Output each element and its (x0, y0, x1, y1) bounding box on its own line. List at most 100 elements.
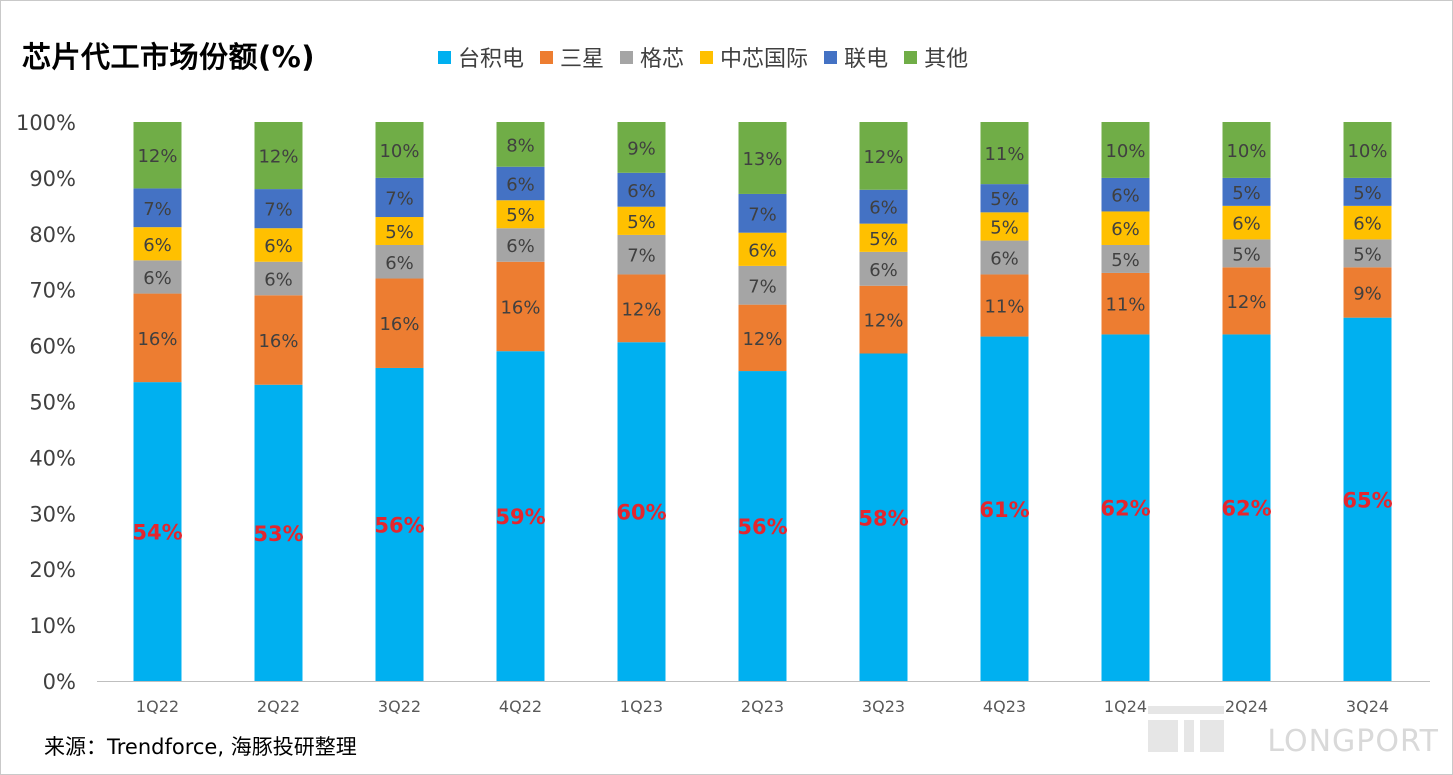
bar-segment (1343, 177, 1392, 206)
data-label: 65% (1342, 488, 1392, 512)
bar-segment (1101, 272, 1150, 335)
data-label: 8% (506, 135, 535, 156)
x-tick-label: 4Q22 (499, 697, 542, 716)
x-tick-label: 3Q22 (378, 697, 421, 716)
data-label: 5% (385, 222, 414, 243)
bar-segment (617, 172, 666, 207)
data-label: 6% (506, 174, 535, 195)
data-label: 12% (863, 147, 903, 168)
legend-swatch (700, 50, 714, 64)
data-label: 7% (264, 200, 293, 221)
data-label: 16% (137, 329, 177, 350)
bar-segment (859, 122, 908, 190)
data-label: 16% (500, 297, 540, 318)
y-tick-label: 90% (29, 167, 76, 191)
data-label: 13% (742, 149, 782, 170)
data-label: 6% (264, 236, 293, 257)
x-tick-label: 3Q24 (1346, 697, 1389, 716)
x-tick-label: 1Q24 (1104, 697, 1147, 716)
y-tick-label: 10% (29, 614, 76, 638)
bar-segment (375, 217, 424, 245)
data-label: 5% (1232, 183, 1261, 204)
data-label: 5% (869, 229, 898, 250)
bar-segment (133, 122, 182, 189)
data-label: 5% (990, 217, 1019, 238)
bar-segment (496, 200, 545, 229)
bar-segment (859, 251, 908, 286)
legend-label: 格芯 (640, 47, 685, 72)
data-label: 12% (621, 299, 661, 320)
bar-segment (738, 193, 787, 233)
bar-segment (375, 122, 424, 178)
data-label: 10% (1226, 141, 1266, 162)
data-label: 10% (379, 141, 419, 162)
data-label: 6% (869, 198, 898, 219)
bar-segment (1222, 122, 1271, 178)
bar-segment (496, 122, 545, 167)
y-tick-label: 70% (29, 279, 76, 303)
legend-item: 中芯国际 (700, 41, 808, 73)
bar-segment (859, 189, 908, 224)
data-label: 12% (258, 147, 298, 168)
bar-segment (738, 232, 787, 266)
data-label: 60% (616, 501, 666, 525)
data-label: 6% (143, 268, 172, 289)
y-tick-label: 0% (43, 670, 76, 694)
data-label: 5% (990, 189, 1019, 210)
bar-segment (254, 189, 303, 229)
y-tick-label: 80% (29, 223, 76, 247)
data-label: 7% (748, 276, 777, 297)
data-label: 6% (143, 235, 172, 256)
legend-swatch (540, 50, 554, 64)
data-label: 9% (1353, 283, 1382, 304)
legend-swatch (438, 50, 451, 64)
bar-segment (254, 295, 303, 385)
x-tick-label: 2Q24 (1225, 697, 1268, 716)
bar-segment (738, 371, 787, 681)
bar-segment (1222, 267, 1271, 335)
data-label: 6% (748, 240, 777, 261)
bar-segment (1343, 205, 1392, 240)
bar-segment (859, 353, 908, 681)
data-label: 12% (742, 329, 782, 350)
legend-label: 其他 (924, 47, 969, 72)
bar-segment (1101, 177, 1150, 212)
x-tick-label: 2Q22 (257, 697, 300, 716)
bar-segment (133, 227, 182, 261)
bar-segment (980, 184, 1029, 213)
bar-segment (1222, 177, 1271, 206)
data-label: 9% (627, 138, 656, 159)
legend-item: 台积电 (438, 41, 524, 73)
bar-segment (133, 188, 182, 228)
legend-item: 其他 (904, 41, 968, 73)
bar-segment (375, 244, 424, 279)
bar-segment (133, 293, 182, 383)
data-label: 16% (258, 331, 298, 352)
bar-segment (133, 382, 182, 681)
bar-segment (254, 122, 303, 190)
data-label: 11% (984, 144, 1024, 165)
bar-segment (1101, 211, 1150, 245)
data-label: 6% (627, 181, 656, 202)
bar-segment (254, 261, 303, 296)
data-label: 5% (627, 212, 656, 233)
legend-item: 三星 (540, 41, 604, 73)
x-tick-label: 1Q22 (136, 697, 179, 716)
legend-label: 台积电 (458, 47, 525, 72)
data-label: 5% (1353, 183, 1382, 204)
bar-segment (738, 122, 787, 194)
y-tick-label: 50% (29, 391, 76, 415)
data-label: 6% (869, 260, 898, 281)
data-label: 5% (506, 205, 535, 226)
bar-segment (859, 285, 908, 354)
x-tick-label: 4Q23 (983, 697, 1026, 716)
bar-segment (980, 212, 1029, 241)
bar-segment (617, 122, 666, 173)
bar-segment (738, 304, 787, 372)
source-note: 来源：Trendforce, 海豚投研整理 (44, 735, 357, 759)
data-label: 7% (627, 246, 656, 267)
bar-segment (1222, 239, 1271, 268)
data-label: 61% (979, 498, 1029, 522)
